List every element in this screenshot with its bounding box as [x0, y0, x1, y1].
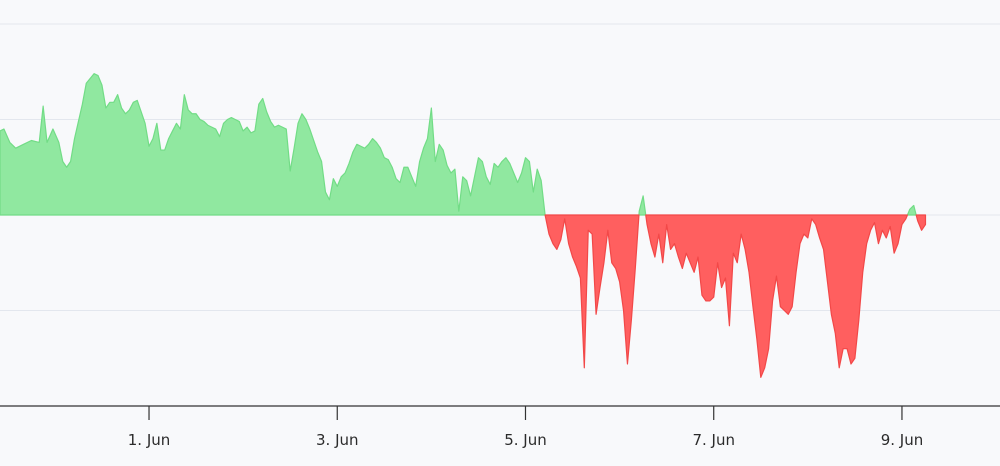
x-tick-label: 5. Jun: [504, 431, 547, 449]
negative-area-segment: [645, 214, 909, 378]
positive-area-segment: [0, 73, 546, 216]
negative-area-segment: [544, 214, 640, 369]
x-tick-label: 9. Jun: [881, 431, 924, 449]
x-tick-label: 1. Jun: [128, 431, 171, 449]
x-axis-ticks: 1. Jun 3. Jun 5. Jun 7. Jun 9. Jun: [128, 406, 923, 449]
area-series: [0, 73, 927, 378]
x-tick-label: 7. Jun: [692, 431, 735, 449]
x-tick-label: 3. Jun: [316, 431, 359, 449]
negative-area-segment: [915, 214, 927, 231]
positive-area-segment: [906, 204, 917, 216]
positive-area-segment: [638, 195, 647, 216]
